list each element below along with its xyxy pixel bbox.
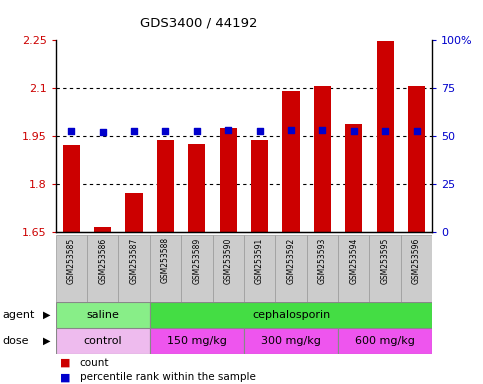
Point (161, 127, 170, 134)
Bar (63, 145, 80, 232)
Text: GSM253595: GSM253595 (381, 237, 390, 284)
Bar (283, 91, 299, 232)
Text: count: count (80, 358, 109, 368)
Text: GSM253590: GSM253590 (224, 237, 233, 284)
Bar (338, 328, 432, 354)
Bar (401, 235, 432, 302)
Text: dose: dose (2, 336, 29, 346)
Text: GSM253596: GSM253596 (412, 237, 421, 284)
Point (256, 127, 264, 134)
Bar (157, 140, 174, 232)
Text: GSM253592: GSM253592 (286, 237, 296, 283)
Point (99, 129, 107, 136)
Text: saline: saline (86, 310, 119, 320)
Text: ▶: ▶ (43, 336, 51, 346)
Text: 600 mg/kg: 600 mg/kg (355, 336, 415, 346)
Point (224, 127, 232, 134)
Text: 150 mg/kg: 150 mg/kg (167, 336, 227, 346)
Bar (220, 127, 237, 232)
Bar (150, 302, 432, 328)
Bar (94, 227, 111, 232)
Text: GSM253588: GSM253588 (161, 237, 170, 283)
Bar (408, 86, 425, 232)
Bar (213, 235, 244, 302)
Bar (307, 235, 338, 302)
Bar (126, 193, 142, 232)
Text: GSM253587: GSM253587 (129, 237, 139, 283)
Point (350, 127, 357, 134)
Text: GSM253591: GSM253591 (255, 237, 264, 283)
Text: ■: ■ (60, 358, 71, 368)
Bar (87, 235, 118, 302)
Text: ▶: ▶ (43, 310, 51, 320)
Text: GSM253593: GSM253593 (318, 237, 327, 284)
Bar (275, 235, 307, 302)
Bar (56, 328, 150, 354)
Point (319, 127, 327, 134)
Bar (338, 235, 369, 302)
Bar (251, 140, 268, 232)
Bar (150, 328, 244, 354)
Text: agent: agent (2, 310, 35, 320)
Text: 300 mg/kg: 300 mg/kg (261, 336, 321, 346)
Point (193, 128, 201, 134)
Bar (118, 235, 150, 302)
Point (68, 127, 75, 134)
Bar (244, 328, 338, 354)
Text: GSM253585: GSM253585 (67, 237, 76, 283)
Bar (377, 41, 394, 232)
Point (287, 127, 295, 134)
Point (130, 128, 138, 134)
Text: GSM253586: GSM253586 (98, 237, 107, 283)
Point (412, 127, 420, 134)
Text: percentile rank within the sample: percentile rank within the sample (80, 372, 256, 382)
Bar (56, 302, 150, 328)
Text: GDS3400 / 44192: GDS3400 / 44192 (140, 17, 257, 30)
Bar (56, 235, 87, 302)
Bar (369, 235, 401, 302)
Bar (181, 235, 213, 302)
Text: ■: ■ (60, 372, 71, 382)
Point (382, 127, 389, 134)
Bar (244, 235, 275, 302)
Bar (345, 124, 362, 232)
Bar (188, 144, 205, 232)
Bar (314, 86, 331, 232)
Text: cephalosporin: cephalosporin (252, 310, 330, 320)
Text: GSM253589: GSM253589 (192, 237, 201, 283)
Text: control: control (84, 336, 122, 346)
Bar (150, 235, 181, 302)
Text: GSM253594: GSM253594 (349, 237, 358, 284)
